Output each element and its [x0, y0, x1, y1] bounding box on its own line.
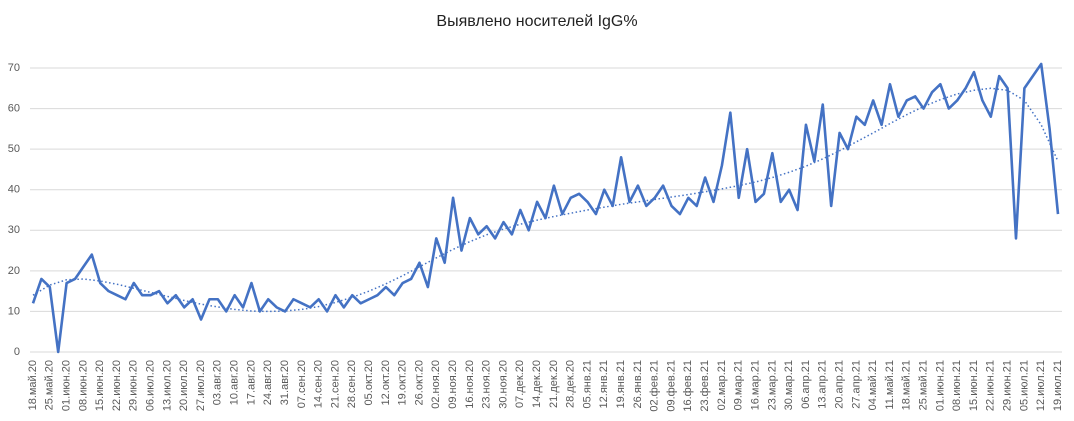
x-tick-label: 19.янв.21	[615, 360, 627, 408]
x-tick-label: 16.фев.21	[682, 360, 694, 412]
x-tick-label: 29.июн.21	[1001, 360, 1013, 411]
x-tick-label: 12.янв.21	[598, 360, 610, 408]
x-tick-label: 10.авг.20	[229, 360, 241, 405]
x-tick-label: 06.апр.21	[800, 360, 812, 409]
x-tick-label: 05.янв.21	[581, 360, 593, 408]
x-tick-label: 09.фев.21	[665, 360, 677, 412]
x-tick-label: 25.май.20	[44, 360, 56, 410]
y-tick-label: 70	[8, 62, 20, 74]
x-tick-label: 14.сен.20	[313, 360, 325, 408]
x-tick-label: 05.июл.21	[1018, 360, 1030, 411]
x-tick-label: 02.мар.21	[716, 360, 728, 410]
x-tick-label: 19.июл.21	[1052, 360, 1064, 411]
x-tick-label: 13.апр.21	[817, 360, 829, 409]
x-tick-label: 23.мар.21	[766, 360, 778, 410]
x-tick-label: 23.фев.21	[699, 360, 711, 412]
x-tick-label: 12.июл.21	[1035, 360, 1047, 411]
x-tick-label: 28.сен.20	[346, 360, 358, 408]
y-tick-label: 0	[14, 346, 20, 358]
x-tick-label: 07.сен.20	[296, 360, 308, 408]
x-tick-label: 30.мар.21	[783, 360, 795, 410]
y-tick-label: 60	[8, 102, 20, 114]
x-tick-label: 26.окт.20	[413, 360, 425, 405]
x-tick-label: 24.авг.20	[262, 360, 274, 405]
x-tick-label: 27.апр.21	[850, 360, 862, 409]
x-tick-label: 20.июл.20	[178, 360, 190, 411]
x-tick-label: 13.июл.20	[161, 360, 173, 411]
x-tick-label: 03.авг.20	[212, 360, 224, 405]
x-tick-label: 08.июн.20	[77, 360, 89, 411]
x-tick-label: 25.май.21	[917, 360, 929, 410]
x-tick-label: 21.дек.20	[548, 360, 560, 408]
x-tick-label: 14.дек.20	[531, 360, 543, 408]
x-tick-label: 09.мар.21	[733, 360, 745, 410]
y-tick-label: 10	[8, 305, 20, 317]
x-tick-label: 28.дек.20	[565, 360, 577, 408]
x-tick-label: 05.окт.20	[363, 360, 375, 405]
x-tick-label: 29.июн.20	[128, 360, 140, 411]
x-tick-label: 27.июл.20	[195, 360, 207, 411]
y-tick-label: 40	[8, 184, 20, 196]
x-tick-label: 02.фев.21	[649, 360, 661, 412]
x-tick-label: 08.июн.21	[951, 360, 963, 411]
x-tick-label: 18.май.20	[27, 360, 39, 410]
x-tick-label: 15.июн.21	[968, 360, 980, 411]
x-tick-label: 02.ноя.20	[430, 360, 442, 409]
chart-title: Выявлено носителей IgG%	[436, 13, 637, 30]
y-tick-label: 20	[8, 265, 20, 277]
data-line	[31, 62, 1060, 354]
x-tick-label: 30.ноя.20	[497, 360, 509, 409]
x-tick-label: 17.авг.20	[245, 360, 257, 405]
trendline	[32, 87, 1059, 313]
x-tick-label: 09.ноя.20	[447, 360, 459, 409]
x-tick-label: 31.авг.20	[279, 360, 291, 405]
x-tick-label: 18.май.21	[901, 360, 913, 410]
y-tick-label: 30	[8, 224, 20, 236]
x-tick-label: 04.май.21	[867, 360, 879, 410]
x-tick-label: 01.июн.21	[934, 360, 946, 411]
x-tick-label: 12.окт.20	[380, 360, 392, 405]
x-tick-label: 23.ноя.20	[481, 360, 493, 409]
x-tick-label: 22.июн.21	[985, 360, 997, 411]
x-tick-label: 16.мар.21	[749, 360, 761, 410]
x-tick-label: 07.дек.20	[514, 360, 526, 408]
x-tick-label: 22.июн.20	[111, 360, 123, 411]
x-tick-label: 06.июл.20	[145, 360, 157, 411]
x-tick-label: 20.апр.21	[833, 360, 845, 409]
x-tick-label: 01.июн.20	[61, 360, 73, 411]
x-tick-label: 26.янв.21	[632, 360, 644, 408]
x-tick-label: 19.окт.20	[397, 360, 409, 405]
y-tick-label: 50	[8, 143, 20, 155]
x-tick-label: 15.июн.20	[94, 360, 106, 411]
x-tick-label: 11.май.21	[884, 360, 896, 410]
x-tick-label: 21.сен.20	[329, 360, 341, 408]
x-tick-label: 16.ноя.20	[464, 360, 476, 409]
